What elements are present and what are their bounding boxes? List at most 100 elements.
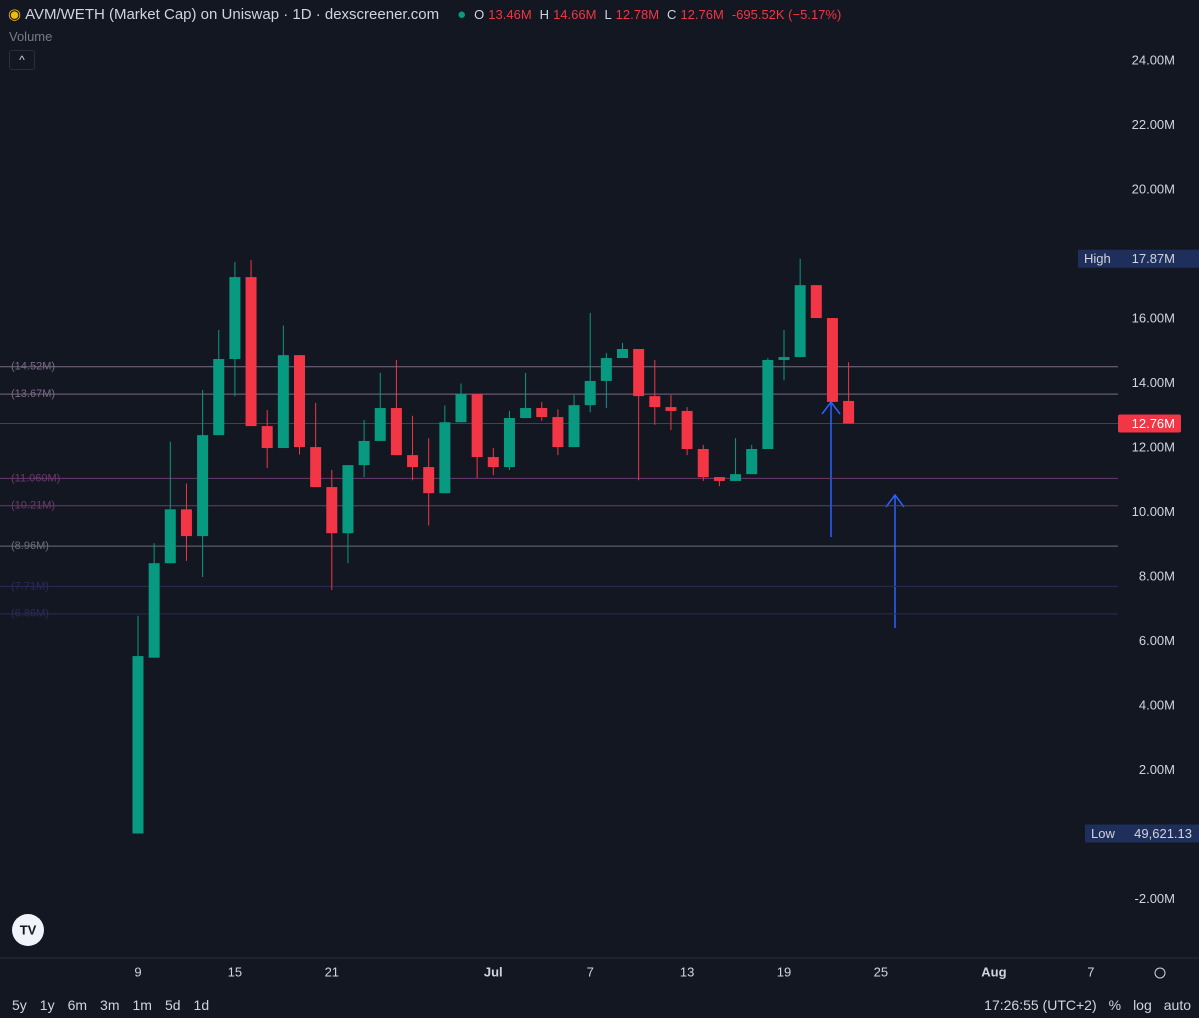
level-label: (13.67M) <box>11 388 55 400</box>
y-tick-label: 10.00M <box>1132 504 1175 519</box>
level-label: (6.86M) <box>11 608 49 620</box>
timeframe-button[interactable]: 1m <box>132 997 152 1013</box>
candle-body <box>294 355 305 448</box>
y-tick-label: 12.00M <box>1132 439 1175 454</box>
timeframe-button[interactable]: 6m <box>67 997 88 1013</box>
collapse-button[interactable]: ^ <box>9 50 35 70</box>
level-label: (10.21M) <box>11 500 55 512</box>
candle-body <box>213 359 225 436</box>
candle-body <box>229 277 241 360</box>
x-tick-label: 19 <box>777 964 791 979</box>
x-tick-label: Jul <box>484 964 503 979</box>
c-val: 12.76M <box>680 6 724 22</box>
timeframe-button[interactable]: 1d <box>193 997 210 1013</box>
candle-body <box>310 447 322 488</box>
candle-body <box>423 467 435 494</box>
candle-body <box>132 656 144 834</box>
title: AVM/WETH (Market Cap) on Uniswap · 1D · … <box>25 5 440 23</box>
last-price-box <box>1118 414 1181 433</box>
candle-body <box>568 405 580 448</box>
candle-body <box>374 408 386 441</box>
high-marker-box <box>1078 249 1199 268</box>
candle-body <box>326 487 338 534</box>
candle-body <box>148 563 160 658</box>
timeframe-button[interactable]: 5y <box>12 997 27 1013</box>
timeframe-button[interactable]: 1y <box>39 997 55 1013</box>
y-tick-label: 2.00M <box>1139 762 1175 777</box>
candle-body <box>665 407 677 411</box>
timeframe-button[interactable]: 3m <box>100 997 120 1013</box>
y-tick-label: 14.00M <box>1132 375 1175 390</box>
l-val: 12.78M <box>615 6 660 22</box>
y-tick-label: 20.00M <box>1132 181 1175 196</box>
candle-body <box>197 435 209 537</box>
high-marker-value: 17.87M <box>1132 251 1175 266</box>
candle-body <box>455 394 467 423</box>
level-label: (14.52M) <box>11 361 55 373</box>
level-label: (8.96M) <box>11 540 49 552</box>
low-marker-name: Low <box>1091 826 1115 841</box>
candle-body <box>730 474 742 481</box>
tv-logo[interactable] <box>12 914 44 946</box>
high-marker-name: High <box>1084 251 1111 266</box>
h-key: H <box>539 6 550 22</box>
candle-body <box>471 394 483 458</box>
tv-logo-text: TV <box>20 922 37 937</box>
status-dot: ● <box>457 5 467 23</box>
x-tick-label: 15 <box>228 964 242 979</box>
candle-body <box>277 355 289 449</box>
arrows <box>821 400 905 628</box>
percent[interactable]: % <box>1108 997 1122 1013</box>
candle-body <box>261 426 273 449</box>
candle-body <box>713 477 725 481</box>
candle-body <box>697 449 709 478</box>
settings-icon[interactable] <box>1154 967 1166 979</box>
auto[interactable]: auto <box>1163 997 1191 1013</box>
low-marker-box <box>1085 824 1199 843</box>
candle-body <box>487 457 499 468</box>
x-tick-label: 7 <box>587 964 594 979</box>
candle-body <box>439 422 451 494</box>
l-key: L <box>604 6 612 22</box>
low-marker-value: 49,621.13 <box>1134 826 1192 841</box>
level-label: (11.060M) <box>11 472 60 484</box>
candle-body <box>180 509 192 537</box>
volume-label: Volume <box>9 29 53 44</box>
clock: 17:26:55 (UTC+2) <box>984 997 1097 1013</box>
candle-body <box>762 359 774 450</box>
y-tick-label: 16.00M <box>1132 310 1175 325</box>
candle-body <box>584 380 596 406</box>
candle-body <box>746 449 758 475</box>
x-tick-label: 21 <box>325 964 339 979</box>
candle-body <box>503 418 515 468</box>
y-tick-label: 6.00M <box>1139 633 1175 648</box>
last-price-label: 12.76M <box>1132 416 1175 431</box>
candle-body <box>810 285 822 319</box>
candle-body <box>342 465 354 534</box>
logo: ◉ <box>8 6 22 23</box>
timeframe-button[interactable]: 5d <box>164 997 181 1013</box>
candle-body <box>843 400 855 424</box>
candle-body <box>681 410 693 450</box>
candle-body <box>826 318 838 402</box>
x-tick-label: 13 <box>680 964 694 979</box>
log[interactable]: log <box>1133 997 1152 1013</box>
candle-body <box>649 396 661 408</box>
timeframes: 5y 1y 6m 3m 1m 5d 1d <box>12 997 209 1013</box>
candle-body <box>617 349 628 359</box>
candle-body <box>778 357 790 360</box>
right-toolbar: 17:26:55 (UTC+2) % log auto <box>984 997 1191 1013</box>
x-tick-label: 7 <box>1087 964 1094 979</box>
y-tick-label: 8.00M <box>1139 568 1175 583</box>
candle-body <box>600 358 612 381</box>
change: -695.52K (−5.17%) <box>731 6 842 22</box>
candle-body <box>358 440 370 466</box>
y-tick-label: 22.00M <box>1132 117 1175 132</box>
candle-body <box>407 455 419 468</box>
y-tick-label: 4.00M <box>1139 698 1175 713</box>
header: ◉ AVM/WETH (Market Cap) on Uniswap · 1D … <box>8 5 842 24</box>
candle-body <box>390 408 402 456</box>
level-label: (7.71M) <box>11 580 49 592</box>
